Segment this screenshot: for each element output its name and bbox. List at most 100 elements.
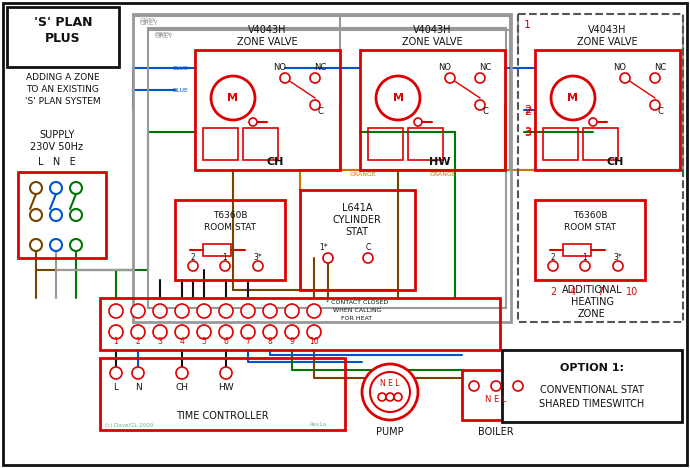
Text: GREY: GREY [155, 33, 174, 39]
Circle shape [249, 118, 257, 126]
Circle shape [30, 209, 42, 221]
Bar [300, 190, 415, 290]
Text: 1: 1 [582, 253, 587, 262]
Bar [408, 128, 443, 160]
Bar [360, 50, 505, 170]
Text: NC: NC [479, 64, 491, 73]
Text: BLUE: BLUE [172, 66, 188, 71]
Text: ZONE VALVE: ZONE VALVE [237, 37, 297, 47]
Text: V4043H: V4043H [413, 25, 451, 35]
Circle shape [650, 100, 660, 110]
Text: 1: 1 [223, 253, 228, 262]
Text: ADDITIONAL: ADDITIONAL [562, 285, 622, 295]
Circle shape [30, 182, 42, 194]
Text: ORANGE: ORANGE [350, 172, 377, 177]
Text: 3: 3 [157, 337, 162, 346]
Text: HEATING: HEATING [571, 297, 613, 307]
Bar [18, 172, 106, 258]
Text: CH: CH [266, 157, 284, 167]
Text: 2: 2 [136, 337, 140, 346]
Bar [518, 14, 683, 322]
Bar [100, 358, 345, 430]
Text: C: C [366, 243, 371, 253]
Circle shape [551, 76, 595, 120]
Circle shape [445, 73, 455, 83]
Circle shape [153, 304, 167, 318]
Circle shape [131, 325, 145, 339]
Circle shape [219, 325, 233, 339]
Text: NC: NC [314, 64, 326, 73]
Text: 4: 4 [570, 287, 576, 297]
Bar [535, 200, 645, 280]
Bar [535, 50, 680, 170]
Text: M: M [567, 93, 578, 103]
Circle shape [241, 325, 255, 339]
Bar [583, 128, 618, 160]
Text: PUMP: PUMP [376, 427, 404, 437]
Bar [502, 350, 682, 422]
Circle shape [310, 73, 320, 83]
Circle shape [362, 364, 418, 420]
Bar [7, 7, 119, 67]
Text: C: C [657, 108, 663, 117]
Circle shape [50, 239, 62, 251]
Circle shape [30, 239, 42, 251]
Circle shape [197, 325, 211, 339]
Text: M: M [393, 93, 404, 103]
Text: 2: 2 [551, 253, 555, 262]
Text: HW: HW [429, 157, 451, 167]
Circle shape [263, 304, 277, 318]
Text: 2: 2 [524, 107, 531, 117]
Circle shape [491, 381, 501, 391]
Text: 4: 4 [179, 337, 184, 346]
Text: L641A: L641A [342, 203, 372, 213]
Circle shape [370, 372, 410, 412]
Text: 1: 1 [114, 337, 119, 346]
Circle shape [285, 304, 299, 318]
Text: WHEN CALLING: WHEN CALLING [333, 307, 382, 313]
Text: 3: 3 [524, 127, 531, 137]
Circle shape [414, 118, 422, 126]
Bar [133, 14, 511, 322]
Circle shape [50, 209, 62, 221]
Circle shape [197, 304, 211, 318]
Circle shape [620, 73, 630, 83]
Text: ROOM STAT: ROOM STAT [204, 224, 256, 233]
Circle shape [475, 100, 485, 110]
Text: CH: CH [607, 157, 624, 167]
Text: NO: NO [439, 64, 451, 73]
Bar [100, 298, 500, 350]
Circle shape [613, 261, 623, 271]
Circle shape [323, 253, 333, 263]
Bar [148, 28, 506, 308]
Text: 'S' PLAN: 'S' PLAN [34, 15, 92, 29]
Text: C: C [317, 108, 323, 117]
Circle shape [310, 100, 320, 110]
Text: M: M [228, 93, 239, 103]
Text: 'S' PLAN SYSTEM: 'S' PLAN SYSTEM [26, 97, 101, 107]
Circle shape [50, 182, 62, 194]
Bar [175, 200, 285, 280]
Text: CONVENTIONAL STAT: CONVENTIONAL STAT [540, 385, 644, 395]
Text: 9: 9 [290, 337, 295, 346]
Text: 3: 3 [524, 128, 531, 138]
Text: OPTION 1:: OPTION 1: [560, 363, 624, 373]
Text: 8: 8 [268, 337, 273, 346]
Text: TIME CONTROLLER: TIME CONTROLLER [176, 411, 268, 421]
Circle shape [650, 73, 660, 83]
Text: L: L [113, 383, 119, 393]
Text: V4043H: V4043H [248, 25, 286, 35]
Bar [243, 128, 278, 160]
Text: 7: 7 [597, 287, 603, 297]
Circle shape [363, 253, 373, 263]
Text: ZONE VALVE: ZONE VALVE [402, 37, 462, 47]
Text: 3*: 3* [254, 253, 262, 262]
Text: Rev1a: Rev1a [310, 423, 327, 427]
Circle shape [548, 261, 558, 271]
Text: 2: 2 [550, 287, 556, 297]
Text: 5: 5 [201, 337, 206, 346]
Circle shape [70, 209, 82, 221]
Text: 230V 50Hz: 230V 50Hz [30, 142, 83, 152]
Text: HW: HW [218, 383, 234, 393]
Text: ADDING A ZONE: ADDING A ZONE [26, 73, 100, 82]
